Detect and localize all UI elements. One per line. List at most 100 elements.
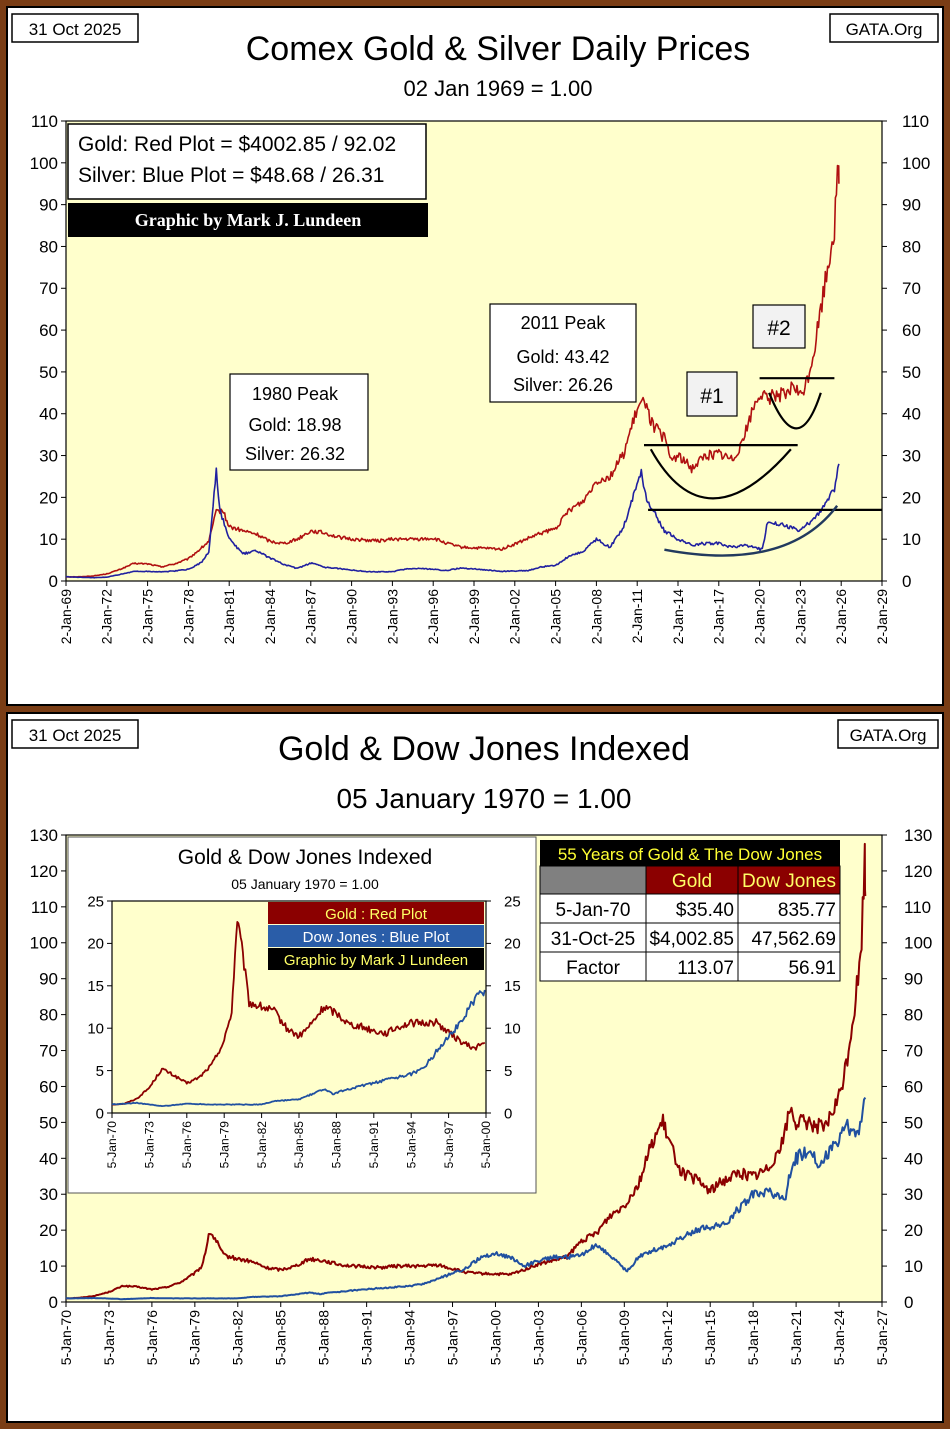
x-tick-label: 5-Jan-27: [874, 1310, 890, 1365]
inset-legend-dow: Dow Jones : Blue Plot: [303, 929, 451, 946]
y-tick-label-right: 90: [904, 970, 923, 989]
y-tick-label: 60: [39, 1077, 58, 1096]
y-tick-label-right: 0: [904, 1293, 913, 1312]
peak-1980-title: 1980 Peak: [252, 384, 339, 404]
factor-table-dow-header-box: [737, 865, 841, 895]
y-tick-label: 90: [39, 196, 58, 215]
y-tick-label-right: 100: [904, 934, 932, 953]
y-tick-label-right: 80: [902, 237, 921, 256]
y-tick-label: 5: [96, 1063, 104, 1080]
x-tick-label: 2-Jan-20: [752, 589, 768, 644]
x-tick-label: 5-Jan-97: [444, 1310, 460, 1365]
y-tick-label: 50: [39, 1113, 58, 1132]
y-tick-label-right: 50: [904, 1113, 923, 1132]
y-tick-label-right: 60: [904, 1077, 923, 1096]
inset-subtitle: 05 January 1970 = 1.00: [231, 876, 379, 892]
y-tick-label: 30: [39, 1185, 58, 1204]
y-tick-label: 20: [87, 936, 104, 953]
x-tick-label: 5-Jan-73: [101, 1310, 117, 1365]
series-line-dow-jones: [111, 989, 486, 1108]
x-tick-label: 5-Jan-03: [530, 1310, 546, 1365]
x-tick-label: 2-Jan-14: [670, 589, 686, 644]
series-line-silver: [65, 463, 840, 579]
peak-2011-title: 2011 Peak: [521, 313, 607, 333]
x-tick-label: 2-Jan-78: [180, 589, 196, 644]
series-line-dow-jones: [65, 1097, 867, 1301]
y-tick-label: 40: [39, 405, 58, 424]
y-tick-label: 20: [39, 488, 58, 507]
gold-silver-chart-panel: 0 10 20 30 40 50 60 70 80 90 100 110 0 10 20 30 40 50 60 7…: [6, 6, 944, 706]
y-tick-label-right: 80: [904, 1006, 923, 1025]
x-tick-label: 5-Jan-21: [788, 1310, 804, 1365]
y-tick-label-right: 25: [504, 893, 521, 910]
x-tick-label: 5-Jan-15: [702, 1310, 718, 1365]
y-tick-label-right: 30: [904, 1185, 923, 1204]
factor-row-dow: 835.77: [778, 900, 836, 921]
y-tick-label-right: 10: [904, 1257, 923, 1276]
silver-base-curve: [664, 505, 839, 557]
y-tick-label-right: 60: [902, 321, 921, 340]
peak-1980-silver: Silver: 26.32: [245, 444, 345, 464]
x-tick-label: 5-Jan-85: [292, 1121, 306, 1169]
date-label-box: [11, 13, 139, 43]
y-tick-label: 50: [39, 363, 58, 382]
y-tick-label: 15: [87, 978, 104, 995]
y-tick-label-right: 40: [904, 1149, 923, 1168]
x-tick-label: 5-Jan-91: [367, 1121, 381, 1169]
y-tick-label: 0: [96, 1105, 104, 1122]
x-tick-label: 5-Jan-94: [404, 1121, 418, 1169]
x-tick-label: 2-Jan-93: [384, 589, 400, 644]
y-tick-label: 120: [30, 862, 58, 881]
factor-table-title: 55 Years of Gold & The Dow Jones: [558, 845, 822, 864]
y-tick-label: 30: [39, 446, 58, 465]
y-tick-label-right: 20: [504, 936, 521, 953]
y-tick-label-right: 20: [904, 1221, 923, 1240]
y-tick-label: 80: [39, 237, 58, 256]
y-tick-label-right: 100: [902, 154, 930, 173]
inset-legend-gold-box: [268, 902, 484, 924]
x-tick-label: 5-Jan-70: [105, 1121, 119, 1169]
y-tick-label-right: 5: [504, 1063, 512, 1080]
factor-row-gold: 113.07: [677, 958, 734, 979]
peak-2011-silver: Silver: 26.26: [513, 375, 613, 395]
x-tick-label: 2-Jan-75: [140, 589, 156, 644]
pattern-2-cup: [768, 392, 822, 430]
date-label: 31 Oct 2025: [29, 726, 122, 745]
factor-table-gold-header: Gold: [672, 871, 712, 892]
x-tick-label: 2-Jan-81: [221, 589, 237, 644]
pattern-1-box: [686, 371, 738, 417]
peak-2011-gold: Gold: 43.42: [516, 347, 609, 367]
legend-gold: Gold: Red Plot = $4002.85 / 92.02: [78, 133, 396, 156]
x-tick-label: 5-Jan-76: [144, 1310, 160, 1365]
pattern-1-label: #1: [700, 385, 723, 408]
y-tick-label: 0: [49, 572, 58, 591]
x-tick-label: 2-Jan-26: [833, 589, 849, 644]
x-tick-label: 5-Jan-97: [442, 1121, 456, 1169]
pattern-2-box: [752, 304, 806, 349]
series-line-gold: [65, 164, 840, 578]
x-tick-label: 2-Jan-29: [874, 589, 890, 644]
gold-dow-chart-panel: 0 10 20 30 40 50 60 70 80 90 100 110 120 130 0 10 20 30 4…: [6, 712, 944, 1423]
factor-row-label: 31-Oct-25: [551, 929, 635, 950]
x-tick-label: 5-Jan-79: [187, 1310, 203, 1365]
chart-title: Comex Gold & Silver Daily Prices: [246, 30, 750, 68]
x-tick-label: 5-Jan-94: [401, 1310, 417, 1365]
y-tick-label-right: 70: [902, 279, 921, 298]
y-tick-label: 100: [30, 154, 58, 173]
x-tick-label: 2-Jan-69: [58, 589, 74, 644]
y-tick-label-right: 130: [904, 826, 932, 845]
x-tick-label: 5-Jan-82: [230, 1310, 246, 1365]
inset-legend-gold: Gold : Red Plot: [325, 906, 428, 923]
x-tick-label: 2-Jan-72: [99, 589, 115, 644]
x-tick-label: 5-Jan-00: [479, 1121, 493, 1169]
y-tick-label-right: 110: [904, 898, 931, 917]
x-tick-label: 5-Jan-91: [359, 1310, 375, 1365]
y-tick-label-right: 20: [902, 488, 921, 507]
y-tick-label: 70: [39, 279, 58, 298]
inset-legend-dow-box: [268, 925, 484, 947]
chart-title: Gold & Dow Jones Indexed: [278, 730, 690, 768]
x-tick-label: 5-Jan-85: [273, 1310, 289, 1365]
factor-table-row: 31-Oct-25 $4,002.85 47,562.69: [539, 922, 841, 953]
x-tick-label: 2-Jan-87: [303, 589, 319, 644]
